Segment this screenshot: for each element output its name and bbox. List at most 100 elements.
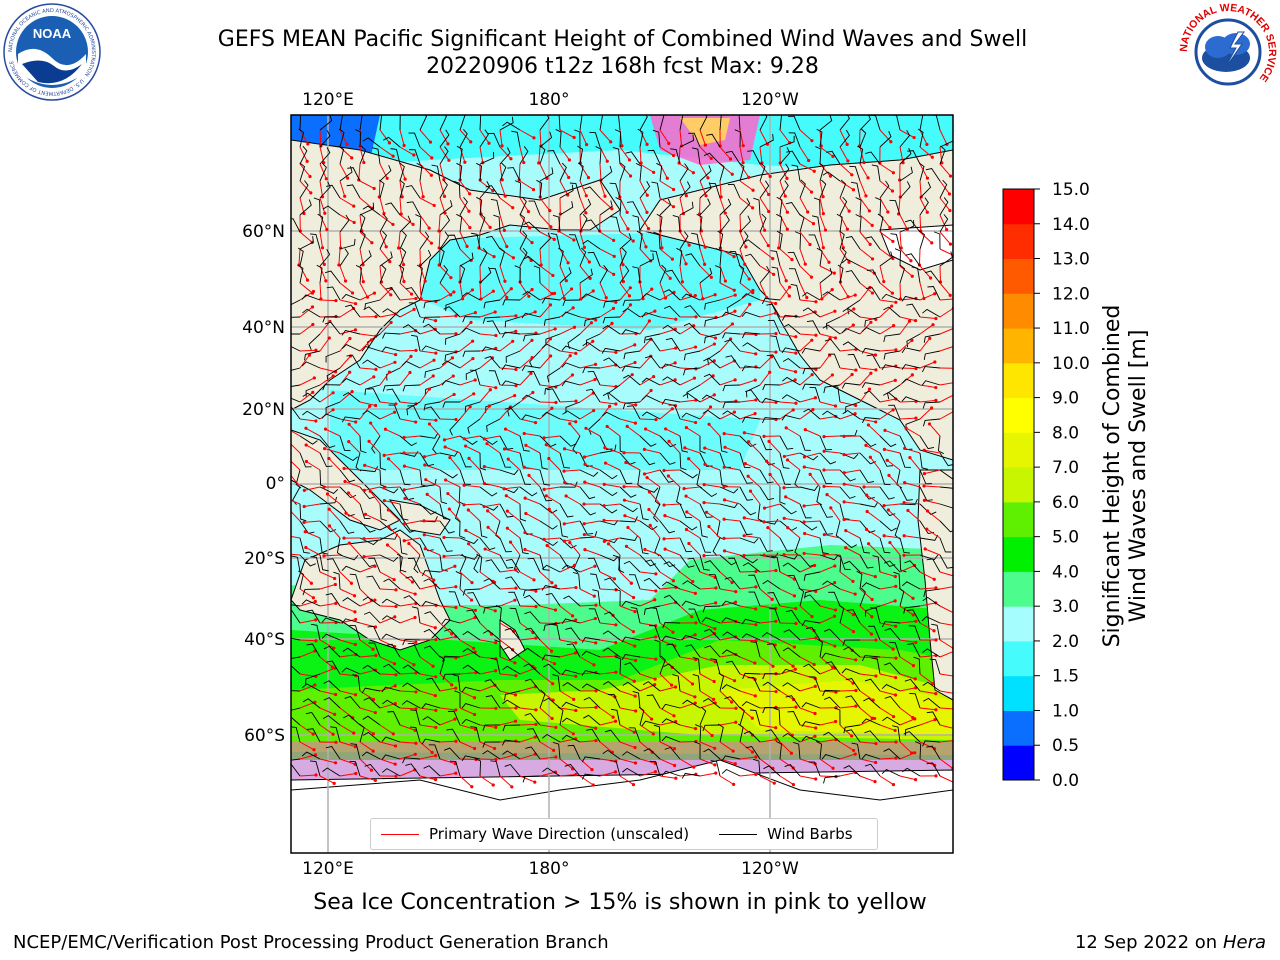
wind-barb — [919, 435, 935, 450]
wind-barb — [297, 264, 304, 284]
wave-direction-arrow — [619, 775, 634, 786]
wave-direction-arrowhead — [331, 408, 335, 412]
wind-barb — [922, 308, 941, 318]
wave-direction-arrow — [599, 622, 616, 626]
wave-direction-arrowhead — [944, 227, 949, 232]
wave-direction-arrowhead — [908, 455, 912, 460]
wind-barb — [507, 167, 521, 182]
wind-barb — [579, 198, 592, 216]
wave-direction-arrowhead — [342, 536, 346, 540]
wave-direction-arrow — [304, 520, 321, 523]
wave-direction-arrow — [905, 427, 921, 437]
wave-direction-arrowhead — [773, 311, 778, 315]
wind-barb — [317, 213, 324, 233]
wave-direction-arrow — [819, 615, 835, 624]
wind-barb — [344, 695, 361, 709]
wind-barb — [904, 678, 921, 692]
wind-barb — [899, 554, 907, 573]
primary-wave-legend-label: Primary Wave Direction (unscaled) — [429, 825, 690, 843]
wave-direction-arrow — [659, 775, 676, 779]
wind-barb — [726, 660, 741, 675]
wave-direction-arrowhead — [754, 638, 758, 643]
wave-direction-arrowhead — [673, 763, 677, 768]
wave-direction-arrow — [919, 384, 936, 389]
wave-direction-arrow — [329, 525, 341, 539]
wave-direction-arrow — [845, 547, 861, 556]
wind-barb — [741, 311, 761, 318]
wave-direction-arrowhead — [314, 618, 318, 622]
wave-direction-arrow — [659, 622, 674, 633]
wave-direction-arrow — [839, 656, 856, 661]
wave-direction-arrow — [448, 508, 461, 522]
wave-direction-arrowhead — [522, 160, 526, 165]
wind-barb — [709, 182, 721, 199]
wind-barb — [906, 609, 921, 624]
wind-barb — [461, 703, 481, 709]
wind-barb — [771, 555, 781, 573]
wind-barb — [782, 647, 801, 658]
wind-barb — [325, 350, 341, 363]
wind-barb — [579, 268, 593, 284]
wind-barb — [592, 589, 601, 607]
wave-direction-arrow — [699, 622, 716, 630]
wave-direction-arrow — [319, 163, 327, 179]
wind-barb — [822, 171, 841, 182]
wave-direction-arrow — [299, 619, 316, 624]
wind-barb — [901, 295, 921, 302]
wind-barb — [599, 469, 618, 480]
wave-direction-arrowhead — [852, 307, 856, 311]
wind-barb — [759, 452, 775, 466]
wind-barb — [341, 344, 361, 352]
wave-direction-arrow — [439, 146, 450, 161]
wind-barb — [422, 716, 441, 726]
wave-direction-arrow — [539, 129, 542, 147]
wind-barb — [913, 656, 921, 675]
wave-direction-arrow — [779, 588, 795, 597]
wave-direction-arrowhead — [767, 192, 771, 197]
wind-barb — [439, 655, 445, 675]
wave-direction-arrowhead — [894, 348, 898, 352]
wave-direction-arrowhead — [754, 352, 758, 356]
wind-barb — [585, 333, 601, 347]
wind-barb — [595, 146, 602, 165]
wave-direction-arrow — [499, 656, 516, 664]
wind-barb — [501, 364, 521, 371]
wave-direction-arrowhead — [350, 389, 354, 394]
wave-direction-arrow — [379, 639, 395, 648]
wave-direction-arrowhead — [713, 336, 718, 340]
wave-direction-arrowhead — [582, 502, 586, 506]
wave-direction-arrow — [379, 361, 396, 369]
wave-direction-arrow — [779, 605, 796, 610]
wave-direction-arrowhead — [874, 760, 878, 765]
wave-direction-arrow — [399, 707, 417, 710]
wave-direction-arrowhead — [567, 175, 571, 180]
wave-direction-arrow — [599, 350, 616, 353]
wind-barb — [721, 684, 741, 692]
wave-direction-arrowhead — [684, 194, 688, 198]
wave-direction-arrowhead — [653, 683, 657, 687]
wave-direction-arrow — [459, 197, 470, 212]
wave-direction-arrow — [819, 739, 836, 743]
wave-direction-arrow — [424, 452, 441, 458]
wave-direction-arrow — [679, 690, 696, 698]
wave-direction-arrowhead — [434, 351, 438, 355]
wave-direction-arrowhead — [732, 255, 736, 259]
wind-barb — [382, 768, 401, 777]
wave-direction-arrowhead — [482, 504, 486, 509]
wind-barb — [604, 577, 621, 590]
wave-direction-arrow — [779, 571, 795, 580]
wave-direction-arrow — [859, 622, 872, 635]
wind-barb — [659, 435, 677, 448]
wave-direction-arrow — [559, 129, 575, 138]
wave-direction-arrow — [559, 738, 576, 743]
wind-barb — [826, 316, 841, 330]
wave-direction-arrowhead — [814, 777, 818, 781]
wind-barb — [739, 486, 754, 501]
wave-direction-arrowhead — [722, 498, 727, 502]
wave-direction-arrow — [659, 180, 674, 190]
wave-direction-arrowhead — [589, 321, 594, 325]
wind-barb — [363, 306, 381, 318]
wave-direction-arrowhead — [712, 697, 716, 702]
wave-direction-arrow — [879, 571, 896, 577]
wave-direction-arrow — [599, 197, 613, 210]
